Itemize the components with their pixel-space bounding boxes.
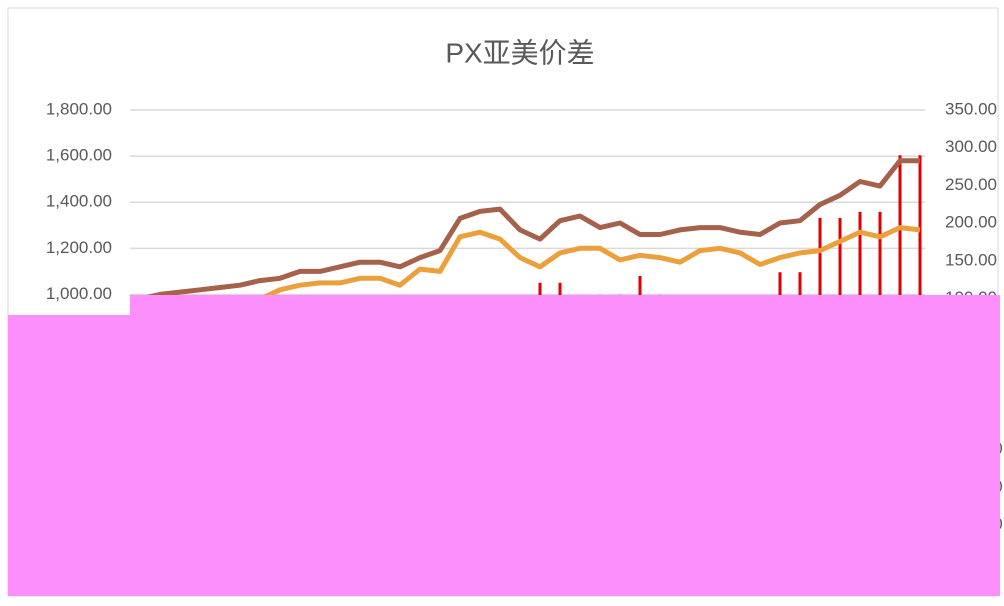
y2-tick-label: 200.00 bbox=[945, 213, 997, 232]
y2-tick-label: 300.00 bbox=[945, 137, 997, 156]
bar bbox=[898, 155, 902, 375]
y2-tick-label: 250.00 bbox=[945, 175, 997, 194]
y-tick-label: 1,000.00 bbox=[46, 284, 112, 303]
y2-tick-label: 150.00 bbox=[945, 250, 997, 269]
y2-tick-label: 350.00 bbox=[945, 99, 997, 118]
line bbox=[139, 158, 920, 302]
chart-title: PX亚美价差 bbox=[445, 37, 594, 68]
bar bbox=[918, 155, 922, 375]
line bbox=[139, 225, 921, 327]
bar bbox=[878, 211, 882, 375]
y-tick-label: 1,600.00 bbox=[46, 146, 112, 165]
overlay bbox=[8, 295, 1000, 596]
y-tick-label: 1,200.00 bbox=[46, 238, 112, 257]
y-tick-label: 1,400.00 bbox=[46, 192, 112, 211]
y-tick-label: 1,800.00 bbox=[46, 99, 112, 118]
bar bbox=[858, 211, 862, 375]
